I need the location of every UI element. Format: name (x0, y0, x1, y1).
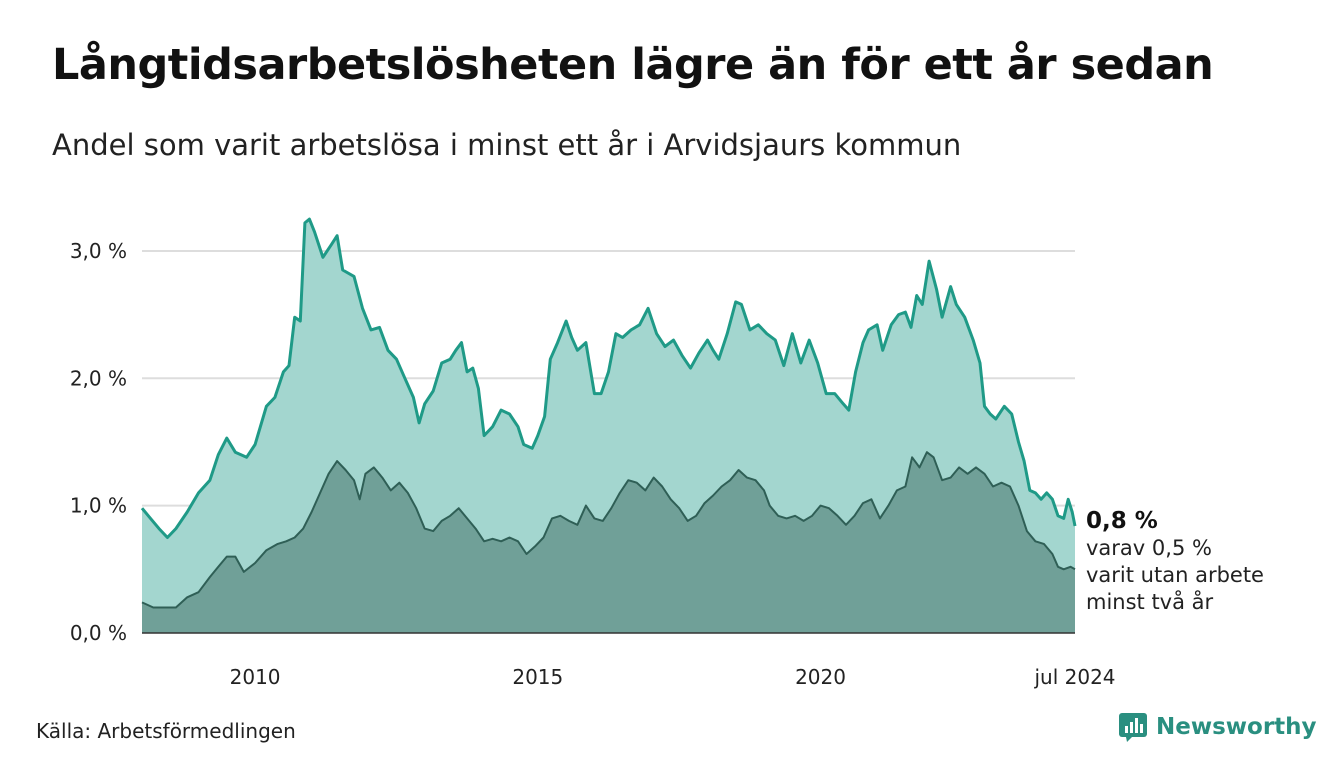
y-tick-label: 1,0 % (70, 494, 127, 518)
annotation-line-2: varit utan arbete (1086, 563, 1264, 587)
line-total-unemployed (140, 217, 1077, 539)
chart-title: Långtidsarbetslösheten lägre än för ett … (52, 40, 1214, 90)
end-annotation: 0,8 % varav 0,5 % varit utan arbete mins… (1086, 508, 1264, 616)
newsworthy-icon (1119, 713, 1147, 742)
y-tick-label: 2,0 % (70, 366, 127, 390)
brand-logo[interactable]: Newsworthy (1118, 712, 1317, 742)
chart-subtitle: Andel som varit arbetslösa i minst ett å… (52, 128, 962, 162)
annotation-line-1: varav 0,5 % (1086, 536, 1212, 560)
x-axis-ticks: 2010 2015 2020 jul 2024 (230, 665, 1116, 689)
line-two-years (141, 451, 1076, 609)
x-tick-label: 2015 (512, 665, 563, 689)
annotation-line-3: minst två år (1086, 590, 1214, 614)
y-tick-label: 3,0 % (70, 239, 127, 263)
source-label: Källa: Arbetsförmedlingen (36, 719, 296, 743)
x-tick-label: 2020 (795, 665, 846, 689)
annotation-value: 0,8 % (1086, 508, 1158, 534)
brand-name: Newsworthy (1156, 714, 1317, 740)
x-tick-label: 2010 (230, 665, 281, 689)
y-axis-ticks: 0,0 % 1,0 % 2,0 % 3,0 % (70, 239, 127, 645)
x-tick-label: jul 2024 (1033, 665, 1115, 689)
y-tick-label: 0,0 % (70, 621, 127, 645)
area-two-years (142, 452, 1075, 633)
